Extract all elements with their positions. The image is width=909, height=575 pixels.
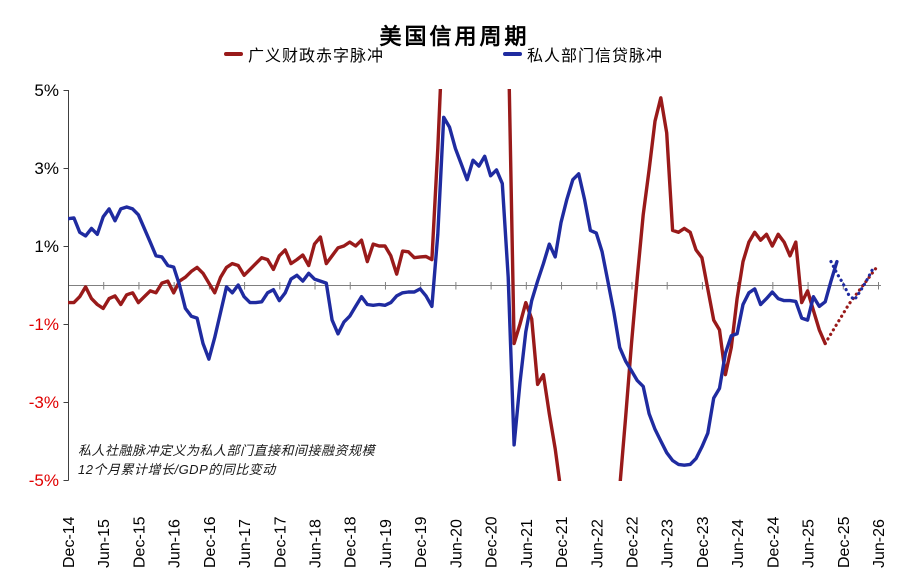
x-tick-label: Dec-21 — [554, 516, 571, 568]
series-line-fiscal-forecast — [823, 263, 880, 346]
x-tick-label: Jun-20 — [448, 519, 465, 568]
y-tick-label: -5% — [29, 471, 59, 490]
x-tick-label: Jun-16 — [167, 519, 184, 568]
x-tick-label: Dec-16 — [202, 516, 219, 568]
series-line-credit-actual — [68, 115, 839, 467]
x-tick-label: Jun-19 — [378, 519, 395, 568]
x-tick-label: Jun-26 — [871, 519, 888, 568]
footnote-line-2: 12个月累计增长/GDP的同比变动 — [78, 462, 276, 477]
x-tick-label: Dec-22 — [624, 516, 641, 568]
x-tick-label: Jun-24 — [730, 519, 747, 568]
x-tick-label: Dec-19 — [413, 516, 430, 568]
chart-title: 美国信用周期 — [379, 24, 530, 49]
y-tick-label: -3% — [29, 393, 59, 412]
x-tick-label: Dec-20 — [484, 516, 501, 568]
x-tick-label: Dec-18 — [343, 516, 360, 568]
footnote-line-1: 私人社融脉冲定义为私人部门直接和间接融资规模 — [78, 443, 376, 458]
x-tick-label: Dec-23 — [695, 516, 712, 568]
y-tick-label: 1% — [34, 237, 59, 256]
legend-label-credit: 私人部门信贷脉冲 — [527, 48, 664, 65]
y-tick-label: 5% — [34, 81, 59, 100]
x-tick-label: Dec-17 — [272, 516, 289, 568]
x-tick-label: Jun-22 — [589, 519, 606, 568]
legend-item-credit: 私人部门信贷脉冲 — [503, 45, 664, 65]
legend-item-fiscal: 广义财政赤字脉冲 — [224, 45, 385, 65]
x-tick-label: Jun-18 — [308, 519, 325, 568]
y-tick-label: -1% — [29, 315, 59, 334]
series-line-credit-forecast — [829, 260, 874, 302]
y-tick-label: 3% — [34, 159, 59, 178]
x-tick-label: Jun-17 — [237, 519, 254, 568]
x-tick-label: Jun-21 — [519, 519, 536, 568]
x-tick-label: Dec-15 — [131, 516, 148, 568]
x-tick-label: Jun-25 — [801, 519, 818, 568]
x-tick-label: Jun-23 — [660, 519, 677, 568]
fiscal-line-swatch-icon — [224, 52, 243, 56]
chart-footnote: 私人社融脉冲定义为私人部门直接和间接融资规模 12个月累计增长/GDP的同比变动 — [78, 441, 375, 479]
series-line-fiscal-actual — [68, 89, 827, 481]
credit-line-swatch-icon — [503, 52, 522, 56]
x-tick-label: Dec-24 — [765, 516, 782, 568]
x-tick-label: Jun-15 — [96, 519, 113, 568]
x-tick-label: Dec-14 — [61, 516, 78, 568]
legend-label-fiscal: 广义财政赤字脉冲 — [248, 48, 385, 65]
x-tick-label: Dec-25 — [836, 516, 853, 568]
